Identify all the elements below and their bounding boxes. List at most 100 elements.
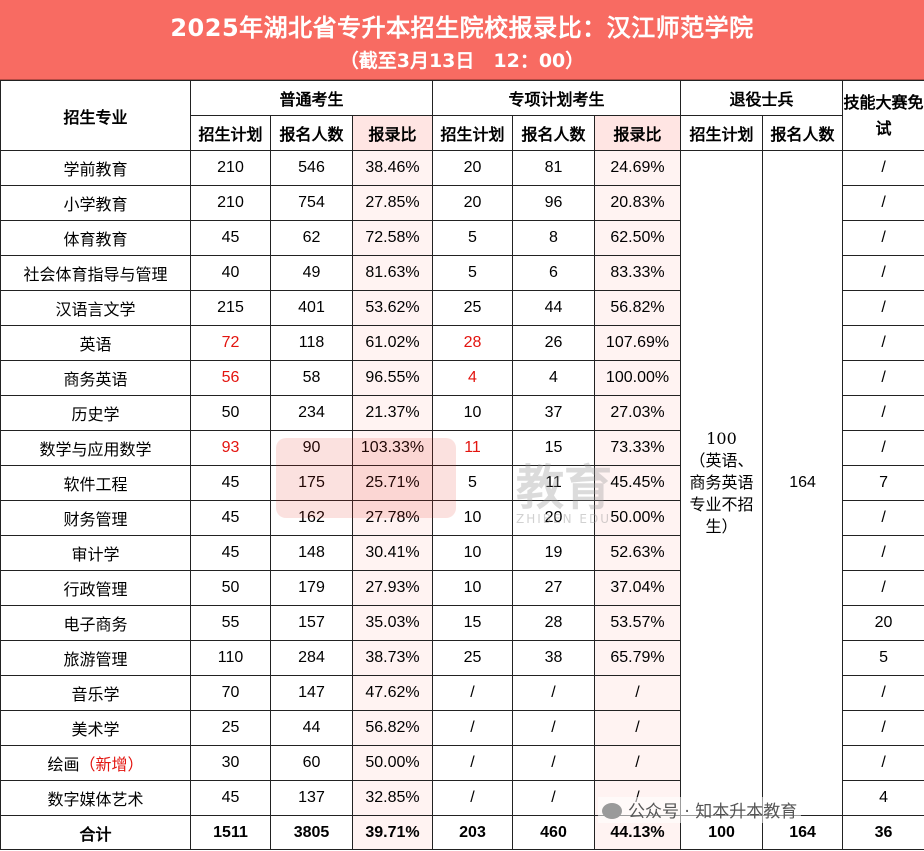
cell-general-applicants: 60 <box>270 745 353 781</box>
cell-general-ratio: 72.58% <box>352 220 433 256</box>
cell-general-ratio: 61.02% <box>352 325 433 361</box>
cell-major: 财务管理 <box>0 500 191 536</box>
cell-special-applicants: 11 <box>512 465 595 501</box>
cell-general-ratio: 38.73% <box>352 640 433 676</box>
cell-major: 历史学 <box>0 395 191 431</box>
cell-special-plan: 20 <box>432 185 513 221</box>
major-name: 小学教育 <box>63 195 128 214</box>
cell-general-plan: 210 <box>190 150 271 186</box>
cell-special-plan: 20 <box>432 150 513 186</box>
cell-special-plan: 10 <box>432 535 513 571</box>
cell-skills: / <box>842 745 924 781</box>
cell-major: 汉语言文学 <box>0 290 191 326</box>
total-skills: 36 <box>842 815 924 850</box>
major-note: （新增） <box>79 755 144 774</box>
header-general-plan: 招生计划 <box>190 115 271 151</box>
header-general-ratio: 报录比 <box>352 115 433 151</box>
cell-general-applicants: 49 <box>270 255 353 291</box>
cell-major: 绘画（新增） <box>0 745 191 781</box>
cell-major: 软件工程 <box>0 465 191 501</box>
table-row: 美术学 25 44 56.82% / / / / <box>0 710 924 746</box>
table-row: 电子商务 55 157 35.03% 15 28 53.57% 20 <box>0 605 924 641</box>
cell-major: 数学与应用数学 <box>0 430 191 466</box>
cell-general-ratio: 56.82% <box>352 710 433 746</box>
cell-general-ratio: 30.41% <box>352 535 433 571</box>
cell-general-ratio: 96.55% <box>352 360 433 396</box>
footer-watermark: 公众号 · 知本升本教育 <box>598 797 802 823</box>
cell-general-ratio: 27.78% <box>352 500 433 536</box>
cell-general-plan: 72 <box>190 325 271 361</box>
major-name: 汉语言文学 <box>55 300 136 319</box>
cell-general-applicants: 147 <box>270 675 353 711</box>
header-general: 普通考生 <box>190 80 433 116</box>
footer-watermark-text: 公众号 · 知本升本教育 <box>628 802 798 822</box>
cell-skills: 4 <box>842 780 924 816</box>
major-name: 电子商务 <box>63 615 128 634</box>
header-veteran-applicants: 报名人数 <box>762 115 844 151</box>
cell-general-plan: 45 <box>190 220 271 256</box>
major-name: 音乐学 <box>71 685 120 704</box>
header-special-ratio: 报录比 <box>593 115 682 151</box>
total-label: 合计 <box>0 815 191 850</box>
cell-general-ratio: 81.63% <box>352 255 433 291</box>
total-general-ratio: 39.71% <box>352 815 433 850</box>
watermark-subtext: ZHIBEN EDU <box>516 512 611 526</box>
cell-major: 商务英语 <box>0 360 191 396</box>
cell-general-ratio: 27.85% <box>352 185 433 221</box>
cell-special-ratio: 50.00% <box>593 500 682 536</box>
cell-special-applicants: / <box>512 710 595 746</box>
header-special: 专项计划考生 <box>431 80 682 116</box>
cell-veteran-applicants: 164 <box>762 150 844 816</box>
table-row: 行政管理 50 179 27.93% 10 27 37.04% / <box>0 570 924 606</box>
major-name: 社会体育指导与管理 <box>23 265 168 284</box>
title-band: 2025年湖北省专升本招生院校报录比：汉江师范学院 （截至3月13日 12：00… <box>0 0 924 80</box>
header-special-plan: 招生计划 <box>432 115 513 151</box>
cell-general-plan: 215 <box>190 290 271 326</box>
cell-general-applicants: 179 <box>270 570 353 606</box>
cell-skills: / <box>842 570 924 606</box>
cell-general-plan: 93 <box>190 430 271 466</box>
cell-general-applicants: 401 <box>270 290 353 326</box>
cell-skills: / <box>842 430 924 466</box>
cell-special-plan: 25 <box>432 290 513 326</box>
cell-general-applicants: 44 <box>270 710 353 746</box>
cell-veteran-plan: 100 （英语、 商务英语 专业不招 生） <box>680 150 764 816</box>
cell-general-plan: 50 <box>190 395 271 431</box>
major-name: 学前教育 <box>63 160 128 179</box>
cell-general-applicants: 137 <box>270 780 353 816</box>
cell-special-plan: 10 <box>432 500 513 536</box>
cell-general-plan: 56 <box>190 360 271 396</box>
cell-special-plan: / <box>432 675 513 711</box>
veteran-plan-line: 商务英语 <box>689 473 754 492</box>
table-row: 历史学 50 234 21.37% 10 37 27.03% / <box>0 395 924 431</box>
cell-special-plan: / <box>432 780 513 816</box>
cell-general-applicants: 62 <box>270 220 353 256</box>
major-name: 绘画 <box>47 755 80 774</box>
cell-special-ratio: 65.79% <box>593 640 682 676</box>
cell-general-applicants: 234 <box>270 395 353 431</box>
cell-general-applicants: 175 <box>270 465 353 501</box>
cell-special-applicants: 6 <box>512 255 595 291</box>
cell-skills: / <box>842 255 924 291</box>
table-row: 财务管理 45 162 27.78% 10 20 50.00% / <box>0 500 924 536</box>
table-row: 学前教育 210 546 38.46% 20 81 24.69% 100 （英语、 商务英语 专业不… <box>0 150 924 816</box>
cell-special-plan: 5 <box>432 220 513 256</box>
cell-special-applicants: 4 <box>512 360 595 396</box>
table-row: 审计学 45 148 30.41% 10 19 52.63% / <box>0 535 924 571</box>
header-veteran: 退役士兵 <box>680 80 844 116</box>
cell-special-applicants: / <box>512 745 595 781</box>
cell-special-ratio: 24.69% <box>593 150 682 186</box>
veteran-plan-line: 100 <box>706 429 737 448</box>
cell-skills: 20 <box>842 605 924 641</box>
major-name: 数字媒体艺术 <box>47 790 144 809</box>
table-row: 音乐学 70 147 47.62% / / / / <box>0 675 924 711</box>
table-row: 英语 72 118 61.02% 28 26 107.69% / <box>0 325 924 361</box>
cell-skills: / <box>842 675 924 711</box>
cell-special-ratio: 107.69% <box>593 325 682 361</box>
cell-general-ratio: 35.03% <box>352 605 433 641</box>
cell-general-ratio: 38.46% <box>352 150 433 186</box>
admission-table: 招生专业 普通考生 专项计划考生 退役士兵 技能大赛免试 招生计划 报名人数 报… <box>0 80 924 850</box>
cell-special-ratio: 52.63% <box>593 535 682 571</box>
cell-special-plan: 10 <box>432 570 513 606</box>
cell-general-plan: 30 <box>190 745 271 781</box>
